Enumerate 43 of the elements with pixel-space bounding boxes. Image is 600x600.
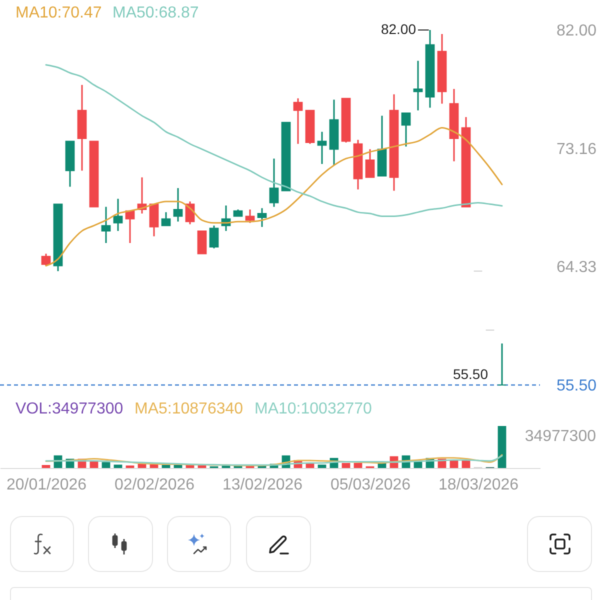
text: MA10:10032770 [254,400,372,418]
candlestick [101,206,111,244]
text: MA10:70.47 [16,4,102,22]
bar [498,426,506,468]
candlestick [257,207,267,228]
candlestick [269,158,279,208]
x-tick-label: 18/03/2026 [438,476,519,494]
line-series [45,64,503,217]
y-tick-label: 55.50 [556,378,597,394]
candlestick [197,230,207,254]
x-tick-label: 20/01/2026 [6,476,87,494]
y-tick-label: 64.33 [556,259,597,276]
x-tick-label: 13/02/2026 [222,476,303,494]
bar [318,464,326,468]
candlestick [149,203,159,238]
y-tick-label: 82.00 [556,22,597,40]
bar [126,465,134,468]
text: MA5:10876340 [134,400,244,418]
bar [102,462,110,468]
annotation: 55.50 [452,366,488,382]
candlestick [497,342,507,386]
candlestick [209,224,219,250]
text: MA50:68.87 [112,4,199,22]
candlestick [401,112,411,148]
candlestick [161,211,171,226]
bar [342,462,350,468]
candlestick [245,208,255,224]
candlestick [413,60,423,112]
candlestick [41,252,51,267]
x-tick-label: 05/03/2026 [330,476,411,494]
candlestick [317,131,327,165]
bar [354,462,362,468]
candlestick [173,187,183,222]
text: 34977300 [524,428,596,445]
x-tick-label: 02/02/2026 [114,476,195,494]
annotation: 82.00 [380,21,416,37]
y-tick-label: 73.16 [556,140,597,158]
text: VOL:34977300 [16,400,124,418]
candlestick [365,148,375,178]
bar [42,465,50,468]
candlestick [113,198,123,232]
candlestick [293,98,303,145]
bar [114,464,122,468]
